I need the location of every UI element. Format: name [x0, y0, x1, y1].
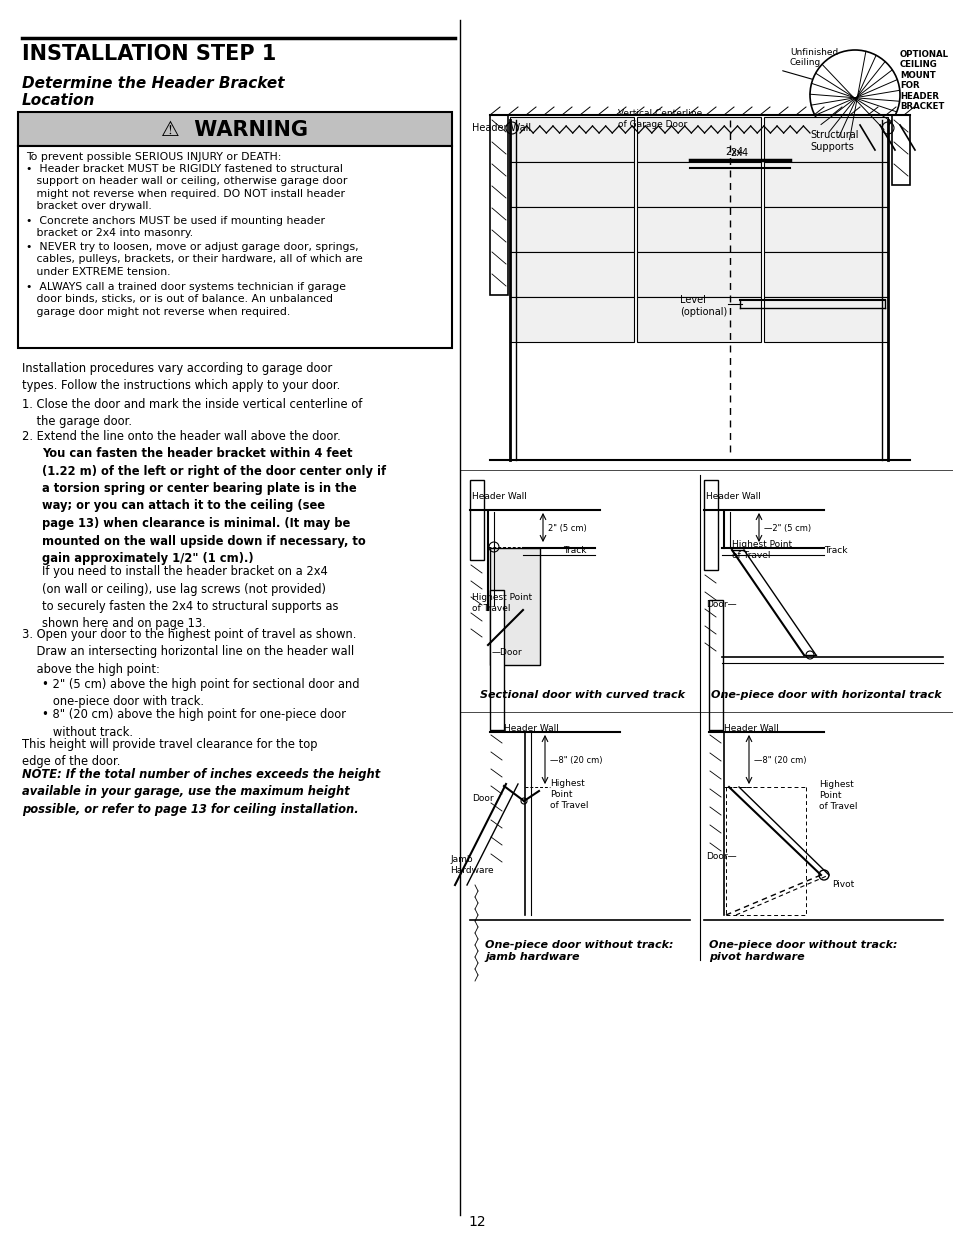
- Bar: [703, 480, 718, 571]
- Text: Track: Track: [823, 546, 846, 555]
- Text: Determine the Header Bracket: Determine the Header Bracket: [22, 77, 284, 91]
- Text: —Door: —Door: [492, 648, 522, 657]
- Text: One-piece door without track:
pivot hardware: One-piece door without track: pivot hard…: [708, 940, 897, 962]
- Text: • 8" (20 cm) above the high point for one-piece door
   without track.: • 8" (20 cm) above the high point for on…: [42, 708, 346, 739]
- Bar: [637, 117, 760, 162]
- Bar: [510, 207, 634, 252]
- Bar: [637, 162, 760, 207]
- Text: 2. Extend the line onto the header wall above the door.: 2. Extend the line onto the header wall …: [22, 430, 340, 443]
- Text: Level
(optional): Level (optional): [679, 295, 726, 317]
- Text: Highest
Point
of Travel: Highest Point of Travel: [818, 781, 857, 811]
- Text: 1. Close the door and mark the inside vertical centerline of
    the garage door: 1. Close the door and mark the inside ve…: [22, 398, 362, 429]
- Bar: [637, 207, 760, 252]
- Text: 2" (5 cm): 2" (5 cm): [547, 524, 586, 532]
- Text: •  Header bracket MUST be RIGIDLY fastened to structural
   support on header wa: • Header bracket MUST be RIGIDLY fastene…: [26, 164, 347, 211]
- Bar: [490, 115, 507, 295]
- Text: —8" (20 cm): —8" (20 cm): [550, 756, 602, 764]
- Bar: [510, 162, 634, 207]
- Text: Header Wall: Header Wall: [705, 492, 760, 501]
- Bar: [763, 207, 887, 252]
- Text: If you need to install the header bracket on a 2x4
(on wall or ceiling), use lag: If you need to install the header bracke…: [42, 564, 338, 631]
- Text: NOTE: If the total number of inches exceeds the height
available in your garage,: NOTE: If the total number of inches exce…: [22, 768, 380, 816]
- Bar: [763, 162, 887, 207]
- Text: Header Wall: Header Wall: [723, 724, 778, 734]
- Bar: [510, 117, 634, 162]
- Text: •  ALWAYS call a trained door systems technician if garage
   door binds, sticks: • ALWAYS call a trained door systems tec…: [26, 282, 346, 317]
- Text: Header Wall: Header Wall: [472, 492, 526, 501]
- Text: •  NEVER try to loosen, move or adjust garage door, springs,
   cables, pulleys,: • NEVER try to loosen, move or adjust ga…: [26, 242, 362, 277]
- Text: One-piece door without track:
jamb hardware: One-piece door without track: jamb hardw…: [484, 940, 673, 962]
- Text: OPTIONAL
CEILING
MOUNT
FOR
HEADER
BRACKET: OPTIONAL CEILING MOUNT FOR HEADER BRACKE…: [899, 49, 948, 111]
- Text: 3. Open your door to the highest point of travel as shown.
    Draw an intersect: 3. Open your door to the highest point o…: [22, 629, 356, 676]
- Text: • 2" (5 cm) above the high point for sectional door and
   one-piece door with t: • 2" (5 cm) above the high point for sec…: [42, 678, 359, 709]
- Text: This height will provide travel clearance for the top
edge of the door.: This height will provide travel clearanc…: [22, 739, 317, 768]
- Bar: [763, 252, 887, 296]
- Bar: [763, 296, 887, 342]
- Text: •  Concrete anchors MUST be used if mounting header
   bracket or 2x4 into mason: • Concrete anchors MUST be used if mount…: [26, 216, 325, 238]
- Text: Structural
Supports: Structural Supports: [809, 130, 858, 152]
- Text: Unfinished
Ceiling: Unfinished Ceiling: [789, 48, 838, 68]
- Text: ⚠  WARNING: ⚠ WARNING: [161, 120, 308, 140]
- Bar: [763, 117, 887, 162]
- Bar: [18, 146, 452, 348]
- Bar: [510, 296, 634, 342]
- Text: Highest Point
of Travel: Highest Point of Travel: [731, 540, 791, 561]
- Text: Door: Door: [472, 794, 493, 803]
- Text: Location: Location: [22, 93, 95, 107]
- Text: 2x4: 2x4: [729, 148, 747, 158]
- Text: To prevent possible SERIOUS INJURY or DEATH:: To prevent possible SERIOUS INJURY or DE…: [26, 152, 281, 162]
- Bar: [510, 252, 634, 296]
- Text: Track: Track: [562, 546, 586, 555]
- Text: Highest Point
of Travel: Highest Point of Travel: [472, 593, 532, 613]
- Bar: [708, 600, 722, 730]
- Bar: [490, 548, 539, 664]
- Bar: [891, 115, 909, 185]
- Bar: [637, 252, 760, 296]
- Text: Door—: Door—: [705, 852, 736, 861]
- Text: INSTALLATION STEP 1: INSTALLATION STEP 1: [22, 44, 276, 64]
- Text: Jamb
Hardware: Jamb Hardware: [450, 855, 493, 876]
- Text: —2" (5 cm): —2" (5 cm): [763, 524, 810, 532]
- Text: Header Wall: Header Wall: [472, 124, 531, 133]
- Text: Header Wall: Header Wall: [503, 724, 558, 734]
- Text: 12: 12: [468, 1215, 485, 1229]
- Bar: [18, 112, 452, 146]
- Bar: [637, 296, 760, 342]
- Text: One-piece door with horizontal track: One-piece door with horizontal track: [710, 690, 941, 700]
- Text: 2x4: 2x4: [724, 147, 742, 157]
- Text: Door—: Door—: [705, 600, 736, 609]
- Text: Pivot: Pivot: [831, 881, 853, 889]
- Text: Vertical Centerline
of Garage Door: Vertical Centerline of Garage Door: [618, 109, 701, 130]
- Text: You can fasten the header bracket within 4 feet
(1.22 m) of the left or right of: You can fasten the header bracket within…: [42, 447, 386, 564]
- Text: —8" (20 cm): —8" (20 cm): [753, 756, 805, 764]
- Bar: [470, 480, 483, 559]
- Text: Highest
Point
of Travel: Highest Point of Travel: [550, 779, 588, 810]
- Bar: [490, 590, 503, 730]
- Text: Sectional door with curved track: Sectional door with curved track: [479, 690, 684, 700]
- Text: Installation procedures vary according to garage door
types. Follow the instruct: Installation procedures vary according t…: [22, 362, 340, 393]
